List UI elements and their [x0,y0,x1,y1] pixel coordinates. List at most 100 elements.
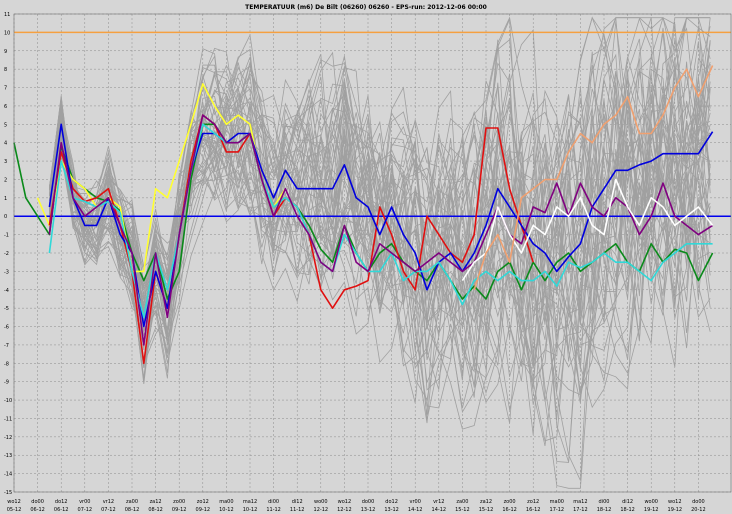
y-tick-label: 1 [4,196,7,202]
x-tick-label-bottom: 11-12 [266,507,281,513]
ensemble-member-line [49,17,711,367]
x-tick-label-bottom: 06-12 [54,507,69,513]
x-tick-label-bottom: 11-12 [290,507,305,513]
y-tick-label: -4 [4,288,9,294]
y-tick-label: -8 [4,361,9,367]
y-tick-label: -14 [4,472,12,478]
y-tick-label: 8 [4,67,7,73]
ensemble-member-line [49,98,711,436]
y-tick-label: 5 [4,122,7,128]
y-tick-label: 7 [4,86,7,92]
x-tick-label-top: ma12 [243,499,257,505]
y-tick-label: -7 [4,343,9,349]
x-tick-label-bottom: 08-12 [125,507,140,513]
x-tick-label-top: ma00 [550,499,564,505]
x-tick-label-bottom: 12-12 [314,507,329,513]
y-tick-label: -15 [4,490,12,496]
x-tick-label-bottom: 15-12 [479,507,494,513]
x-tick-label-top: zo12 [197,499,209,505]
x-tick-label-top: wo12 [338,499,352,505]
x-tick-label-top: vr12 [433,499,444,505]
x-tick-label-bottom: 20-12 [691,507,706,513]
x-tick-label-top: zo12 [527,499,539,505]
y-tick-label: -5 [4,306,9,312]
x-tick-label-top: vr00 [410,499,421,505]
y-tick-label: -6 [4,325,9,331]
y-tick-label: 4 [4,141,7,147]
series-line [473,65,714,291]
x-tick-label-bottom: 14-12 [432,507,447,513]
x-tick-label-top: zo00 [504,499,516,505]
ensemble-member-line [49,16,711,361]
x-tick-label-bottom: 07-12 [78,507,93,513]
y-tick-label: -11 [4,416,12,422]
ensemble-member-line [49,39,711,361]
x-tick-label-top: wo00 [314,499,328,505]
x-tick-label-bottom: 19-12 [668,507,683,513]
x-tick-label-top: zo00 [173,499,185,505]
y-tick-label: -10 [4,398,12,404]
y-tick-label: -1 [4,233,9,239]
x-tick-label-bottom: 13-12 [361,507,376,513]
x-tick-label-bottom: 16-12 [526,507,541,513]
x-tick-label-top: do12 [55,499,68,505]
series-line [461,178,714,282]
x-tick-label-top: do12 [385,499,398,505]
x-tick-label-top: di12 [622,499,633,505]
x-tick-label-bottom: 06-12 [30,507,45,513]
ensemble-member-line [49,90,711,349]
x-tick-label-bottom: 07-12 [101,507,116,513]
x-tick-label-top: vr12 [103,499,114,505]
x-tick-label-top: di12 [292,499,303,505]
series-line [36,83,287,273]
series-line [48,123,713,319]
x-tick-label-top: ma12 [573,499,587,505]
y-axis-ticks: 11109876543210-1-2-3-4-5-6-7-8-9-10-11-1… [4,12,12,496]
x-tick-label-bottom: 17-12 [573,507,588,513]
x-tick-label-top: za12 [480,499,492,505]
x-tick-label-bottom: 17-12 [550,507,565,513]
x-tick-label-top: wo00 [644,499,658,505]
ensemble-member-line [49,70,711,415]
x-tick-label-bottom: 09-12 [196,507,211,513]
x-tick-label-bottom: 14-12 [408,507,423,513]
x-tick-label-top: za12 [150,499,162,505]
y-tick-label: 10 [4,30,10,36]
y-tick-label: -13 [4,453,12,459]
x-tick-label-bottom: 15-12 [455,507,470,513]
y-tick-label: 2 [4,177,7,183]
x-tick-label-bottom: 12-12 [337,507,352,513]
x-tick-label-top: do00 [692,499,705,505]
x-tick-label-bottom: 10-12 [243,507,258,513]
y-tick-label: -2 [4,251,9,257]
x-tick-label-bottom: 19-12 [644,507,659,513]
x-tick-label-bottom: 10-12 [219,507,234,513]
x-tick-label-top: wo12 [668,499,682,505]
x-tick-label-top: do00 [362,499,375,505]
series-line [48,123,714,328]
ensemble-member-line [49,17,711,463]
x-axis-ticks: wo12 05-12 do00 06-12 do12 06-12 vr00 07-12 vr12… [7,499,706,513]
x-tick-label-top: ma00 [219,499,233,505]
x-tick-label-bottom: 16-12 [502,507,517,513]
y-tick-label: -3 [4,269,9,275]
y-tick-label: -9 [4,380,9,386]
chart-title: TEMPERATUUR (m6) De Bilt (06260) 06260 -… [245,4,487,11]
x-tick-label-top: di00 [599,499,610,505]
x-tick-label-bottom: 08-12 [148,507,163,513]
x-tick-label-bottom: 09-12 [172,507,187,513]
plot-frame [13,13,732,493]
x-tick-label-bottom: 13-12 [384,507,399,513]
x-tick-label-top: vr00 [79,499,90,505]
x-tick-label-top: di00 [268,499,279,505]
x-tick-label-bottom: 05-12 [7,507,22,513]
x-tick-label-top: za00 [126,499,138,505]
x-tick-label-bottom: 18-12 [620,507,635,513]
ensemble-member-line [49,26,711,390]
x-tick-label-top: wo12 [7,499,21,505]
y-tick-label: -12 [4,435,12,441]
y-tick-label: 9 [4,49,7,55]
y-tick-label: 3 [4,159,7,165]
x-tick-label-top: za00 [456,499,468,505]
